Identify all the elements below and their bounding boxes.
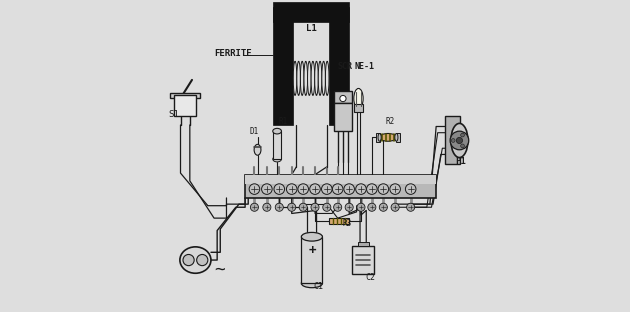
Text: P1: P1	[455, 157, 466, 166]
Bar	[329, 7, 349, 125]
Circle shape	[405, 184, 416, 194]
Ellipse shape	[301, 279, 323, 288]
Circle shape	[288, 203, 295, 211]
Bar	[245, 175, 436, 198]
Ellipse shape	[379, 134, 396, 141]
Text: SCR: SCR	[337, 61, 352, 71]
Circle shape	[323, 203, 331, 211]
Circle shape	[461, 144, 464, 148]
Ellipse shape	[307, 61, 311, 95]
Bar	[334, 91, 352, 103]
Bar	[273, 7, 293, 125]
Ellipse shape	[293, 61, 297, 95]
Text: S1: S1	[168, 110, 179, 119]
Text: ~: ~	[214, 261, 225, 279]
Circle shape	[357, 203, 365, 211]
Ellipse shape	[326, 61, 329, 95]
Circle shape	[367, 184, 377, 194]
Text: FERRITE: FERRITE	[214, 49, 251, 58]
Ellipse shape	[318, 61, 322, 95]
Ellipse shape	[297, 61, 301, 95]
Circle shape	[333, 184, 343, 194]
Text: D1: D1	[249, 127, 259, 136]
Circle shape	[345, 203, 353, 211]
Bar	[445, 116, 461, 164]
Circle shape	[340, 95, 346, 102]
Bar	[245, 175, 436, 184]
Circle shape	[287, 184, 297, 194]
Ellipse shape	[322, 61, 326, 95]
Ellipse shape	[304, 61, 307, 95]
Text: C1: C1	[314, 282, 324, 291]
Circle shape	[450, 131, 469, 150]
Circle shape	[250, 203, 258, 211]
Bar	[354, 104, 363, 112]
Ellipse shape	[315, 61, 318, 95]
Ellipse shape	[301, 61, 304, 95]
Circle shape	[249, 184, 260, 194]
Ellipse shape	[273, 156, 282, 162]
Bar	[376, 133, 380, 142]
Circle shape	[344, 184, 355, 194]
Text: +: +	[308, 244, 316, 257]
Bar	[170, 93, 200, 98]
Text: L1: L1	[306, 24, 316, 33]
Circle shape	[368, 203, 376, 211]
Bar	[358, 242, 369, 246]
Circle shape	[275, 203, 284, 211]
Ellipse shape	[180, 247, 211, 273]
Bar	[273, 131, 282, 159]
Circle shape	[311, 203, 319, 211]
Ellipse shape	[254, 144, 261, 155]
Circle shape	[378, 184, 389, 194]
Ellipse shape	[311, 61, 315, 95]
Text: NE-1: NE-1	[355, 61, 375, 71]
Bar	[396, 133, 400, 142]
Bar	[273, 2, 349, 22]
Bar	[175, 95, 196, 116]
Circle shape	[406, 203, 415, 211]
Circle shape	[263, 203, 271, 211]
Circle shape	[461, 133, 464, 137]
Circle shape	[261, 184, 272, 194]
Circle shape	[321, 184, 332, 194]
Circle shape	[274, 184, 285, 194]
Text: C2: C2	[365, 273, 375, 282]
Circle shape	[390, 184, 401, 194]
Circle shape	[299, 203, 307, 211]
Circle shape	[451, 139, 455, 142]
Text: R2: R2	[385, 118, 394, 126]
Circle shape	[334, 203, 341, 211]
Text: R1: R1	[278, 118, 288, 126]
Bar	[329, 218, 349, 224]
Circle shape	[298, 184, 309, 194]
Circle shape	[456, 137, 462, 144]
Ellipse shape	[301, 232, 323, 241]
Ellipse shape	[378, 134, 381, 141]
Circle shape	[379, 203, 387, 211]
Ellipse shape	[395, 134, 398, 141]
Circle shape	[183, 255, 194, 266]
Bar	[334, 103, 352, 131]
Circle shape	[391, 203, 399, 211]
Bar	[352, 246, 374, 274]
Ellipse shape	[354, 88, 363, 109]
Ellipse shape	[273, 128, 282, 134]
Circle shape	[197, 255, 208, 266]
Ellipse shape	[451, 123, 468, 158]
Circle shape	[356, 184, 366, 194]
Text: R3: R3	[342, 219, 352, 228]
Bar	[301, 237, 323, 283]
Circle shape	[310, 184, 320, 194]
